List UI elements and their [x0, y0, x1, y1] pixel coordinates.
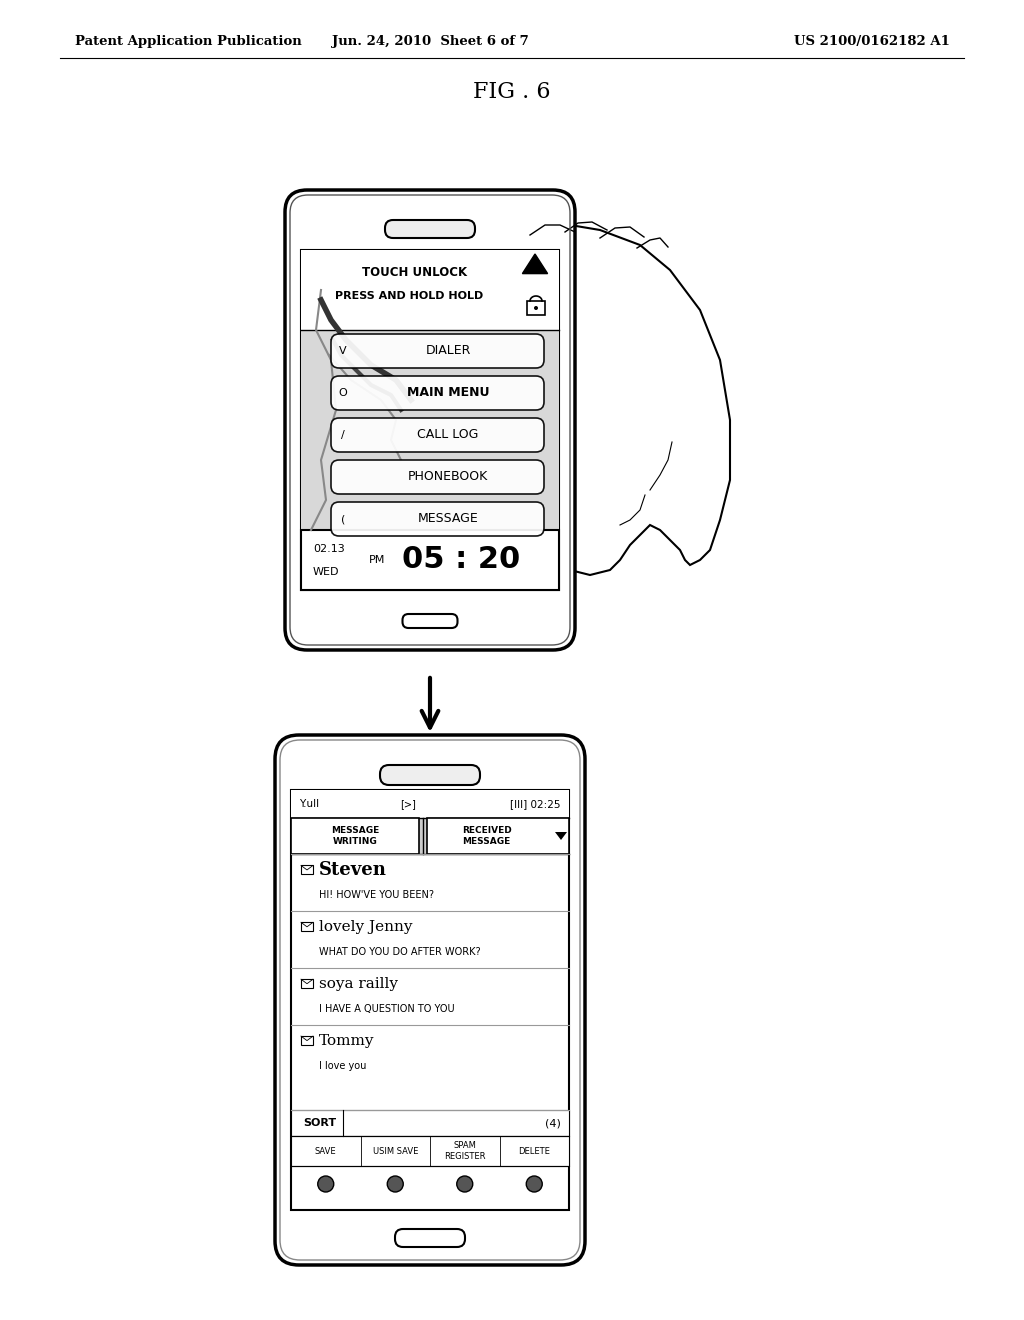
FancyBboxPatch shape — [385, 220, 475, 238]
FancyBboxPatch shape — [331, 502, 544, 536]
FancyBboxPatch shape — [301, 330, 559, 540]
Text: HI! HOW'VE YOU BEEN?: HI! HOW'VE YOU BEEN? — [319, 890, 434, 900]
FancyBboxPatch shape — [331, 459, 544, 494]
Text: PM: PM — [369, 554, 385, 565]
Text: SAVE: SAVE — [315, 1147, 337, 1155]
Circle shape — [534, 306, 538, 310]
Text: MAIN MENU: MAIN MENU — [407, 387, 489, 400]
Text: 02.13: 02.13 — [313, 544, 345, 554]
Text: SORT: SORT — [303, 1118, 336, 1129]
FancyBboxPatch shape — [402, 614, 458, 628]
FancyBboxPatch shape — [301, 531, 559, 590]
FancyBboxPatch shape — [291, 789, 569, 818]
Text: US 2100/0162182 A1: US 2100/0162182 A1 — [795, 36, 950, 49]
Text: 05 : 20: 05 : 20 — [401, 545, 520, 574]
Text: DIALER: DIALER — [425, 345, 471, 358]
FancyBboxPatch shape — [291, 789, 569, 1210]
FancyBboxPatch shape — [291, 818, 569, 854]
Text: (: ( — [341, 513, 345, 524]
Polygon shape — [522, 253, 548, 273]
FancyBboxPatch shape — [301, 979, 313, 989]
Text: Steven: Steven — [319, 861, 387, 879]
Text: (4): (4) — [545, 1118, 561, 1129]
FancyBboxPatch shape — [395, 1229, 465, 1247]
FancyBboxPatch shape — [285, 190, 575, 649]
Text: USIM SAVE: USIM SAVE — [373, 1147, 418, 1155]
Text: Tommy: Tommy — [319, 1034, 375, 1048]
Text: /: / — [341, 430, 345, 440]
FancyBboxPatch shape — [427, 818, 569, 854]
Text: DELETE: DELETE — [518, 1147, 550, 1155]
FancyBboxPatch shape — [301, 866, 313, 874]
Text: soya railly: soya railly — [319, 977, 398, 991]
Text: Patent Application Publication: Patent Application Publication — [75, 36, 302, 49]
Polygon shape — [510, 224, 730, 576]
Circle shape — [387, 1176, 403, 1192]
Text: MESSAGE: MESSAGE — [418, 512, 478, 525]
FancyBboxPatch shape — [301, 249, 559, 330]
FancyBboxPatch shape — [291, 1110, 569, 1137]
Text: Y.ull: Y.ull — [299, 799, 319, 809]
Text: lovely Jenny: lovely Jenny — [319, 920, 413, 933]
FancyBboxPatch shape — [291, 1137, 569, 1166]
FancyBboxPatch shape — [301, 249, 559, 590]
Text: V: V — [339, 346, 347, 356]
Text: RECEIVED
MESSAGE: RECEIVED MESSAGE — [462, 826, 511, 846]
FancyBboxPatch shape — [331, 418, 544, 451]
Text: PRESS AND HOLD HOLD: PRESS AND HOLD HOLD — [335, 290, 483, 301]
Text: TOUCH UNLOCK: TOUCH UNLOCK — [361, 265, 467, 279]
Text: WHAT DO YOU DO AFTER WORK?: WHAT DO YOU DO AFTER WORK? — [319, 946, 480, 957]
FancyBboxPatch shape — [275, 735, 585, 1265]
FancyArrowPatch shape — [422, 677, 438, 727]
FancyBboxPatch shape — [331, 376, 544, 411]
Text: WED: WED — [313, 568, 340, 577]
Text: FIG . 6: FIG . 6 — [473, 81, 551, 103]
FancyBboxPatch shape — [301, 1036, 313, 1045]
Text: [III] 02:25: [III] 02:25 — [511, 799, 561, 809]
Text: Jun. 24, 2010  Sheet 6 of 7: Jun. 24, 2010 Sheet 6 of 7 — [332, 36, 528, 49]
Text: [>]: [>] — [399, 799, 416, 809]
FancyBboxPatch shape — [380, 766, 480, 785]
Text: I love you: I love you — [319, 1061, 367, 1071]
Circle shape — [526, 1176, 543, 1192]
Circle shape — [317, 1176, 334, 1192]
Text: MESSAGE
WRITING: MESSAGE WRITING — [331, 826, 379, 846]
FancyBboxPatch shape — [291, 818, 419, 854]
Text: CALL LOG: CALL LOG — [418, 429, 479, 441]
Text: I HAVE A QUESTION TO YOU: I HAVE A QUESTION TO YOU — [319, 1003, 455, 1014]
Text: SPAM
REGISTER: SPAM REGISTER — [444, 1142, 485, 1160]
Text: PHONEBOOK: PHONEBOOK — [408, 470, 488, 483]
Circle shape — [457, 1176, 473, 1192]
Text: O: O — [339, 388, 347, 399]
Polygon shape — [555, 832, 567, 840]
FancyBboxPatch shape — [527, 301, 545, 315]
FancyBboxPatch shape — [331, 334, 544, 368]
FancyBboxPatch shape — [301, 923, 313, 932]
